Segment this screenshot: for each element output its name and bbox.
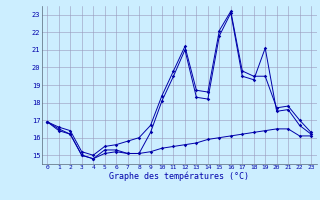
X-axis label: Graphe des températures (°C): Graphe des températures (°C) bbox=[109, 172, 249, 181]
